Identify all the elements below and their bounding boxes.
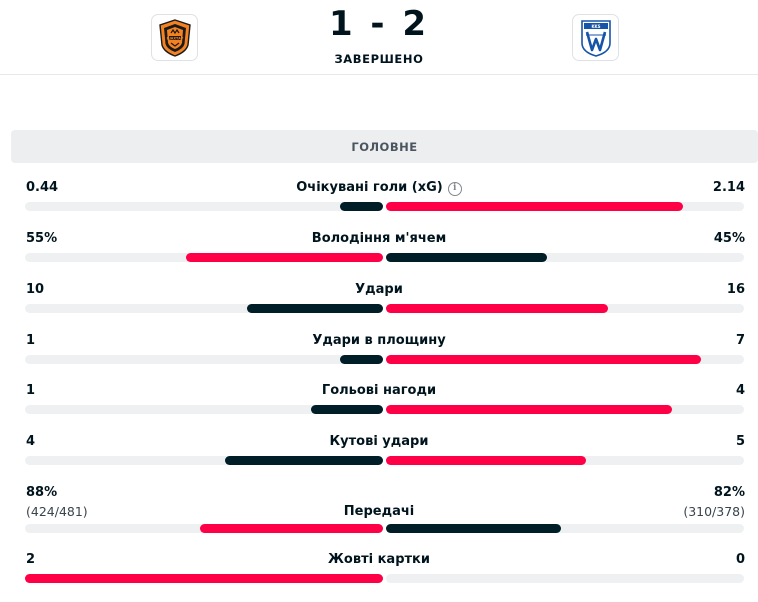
- stat-category-text: Очікувані голи (xG): [296, 180, 443, 195]
- stat-category-label: Володіння м'ячем: [0, 231, 758, 246]
- away-stat-value: 82%: [713, 485, 745, 500]
- stat-category-label: Удари: [0, 282, 758, 297]
- home-stat-value: 2: [26, 552, 36, 567]
- home-stat-value: 4: [26, 434, 36, 449]
- match-score: 1 - 2: [328, 4, 430, 44]
- stat-category-text: Удари в площину: [312, 333, 446, 348]
- stat-category-text: Жовті картки: [328, 552, 430, 567]
- away-stat-bar: [386, 405, 672, 414]
- stat-category-text: Кутові удари: [329, 434, 429, 449]
- home-stat-bar: [340, 355, 383, 364]
- svg-text:KKS: KKS: [591, 23, 600, 28]
- stat-category-label: Кутові удари: [0, 434, 758, 449]
- home-stat-bar: [340, 202, 383, 211]
- away-stat-bar-track: [386, 574, 744, 583]
- away-stat-value: 16: [726, 282, 745, 297]
- home-team-logo[interactable]: ШАХТАР: [151, 14, 198, 61]
- lech-poznan-crest-icon: KKS: [580, 19, 611, 57]
- match-status: ЗАВЕРШЕНО: [334, 52, 424, 66]
- home-stat-value: 1: [26, 333, 36, 348]
- home-stat-bar-track: [25, 253, 383, 262]
- away-stat-bar: [386, 202, 683, 211]
- stat-category-label: Удари в площину: [0, 333, 758, 348]
- home-stat-bar: [311, 405, 383, 414]
- home-stat-value: 10: [26, 282, 45, 297]
- stat-category-text: Удари: [355, 282, 403, 297]
- away-stat-value: 5: [735, 434, 745, 449]
- section-title: ГОЛОВНЕ: [351, 139, 418, 154]
- stat-category-label: Очікувані голи (xG) i: [0, 180, 758, 196]
- stat-category-text: Гольові нагоди: [321, 383, 437, 398]
- stat-row: 1 7 Удари в площину: [0, 333, 758, 383]
- home-stat-detail: (424/481): [26, 504, 88, 519]
- home-stat-bar: [247, 304, 383, 313]
- stat-row: 2 0 Жовті картки: [0, 552, 758, 602]
- home-stat-bar-track: [25, 405, 383, 414]
- away-stat-bar-track: [386, 405, 744, 414]
- stat-category-label: Жовті картки: [0, 552, 758, 567]
- away-stat-bar: [386, 304, 608, 313]
- away-stat-value: 2.14: [712, 180, 745, 195]
- home-stat-value: 1: [26, 383, 36, 398]
- away-team-logo[interactable]: KKS: [572, 14, 619, 61]
- away-stat-value: 4: [735, 383, 745, 398]
- home-stat-bar-track: [25, 574, 383, 583]
- home-stat-bar-track: [25, 456, 383, 465]
- shakhtar-crest-icon: ШАХТАР: [158, 18, 191, 57]
- away-stat-bar: [386, 524, 561, 533]
- match-header: ШАХТАР 1 - 2 ЗАВЕРШЕНО KKS: [0, 0, 758, 75]
- info-icon[interactable]: i: [447, 182, 462, 196]
- stat-row: 1 4 Гольові нагоди: [0, 383, 758, 433]
- stat-row: 0.44 2.14 Очікувані голи (xG) i: [0, 180, 758, 230]
- away-stat-value: 0: [735, 552, 745, 567]
- stat-row: 88% 82% (424/481) (310/378) Передачі: [0, 485, 758, 535]
- home-stat-value: 88%: [26, 485, 58, 500]
- stat-category-text: Передачі: [343, 504, 415, 519]
- away-stat-bar-track: [386, 524, 744, 533]
- section-tab-main[interactable]: ГОЛОВНЕ: [11, 130, 758, 163]
- away-stat-bar-track: [386, 304, 744, 313]
- away-stat-bar-track: [386, 202, 744, 211]
- stat-category-label: Гольові нагоди: [0, 383, 758, 398]
- away-stat-bar: [386, 355, 701, 364]
- home-stat-bar-track: [25, 524, 383, 533]
- home-stat-bar-track: [25, 355, 383, 364]
- home-stat-bar: [225, 456, 383, 465]
- home-stat-bar-track: [25, 202, 383, 211]
- away-stat-value: 45%: [713, 231, 745, 246]
- stat-category-label: Передачі: [0, 504, 758, 519]
- away-stat-bar-track: [386, 253, 744, 262]
- home-stat-value: 0.44: [26, 180, 59, 195]
- svg-text:ШАХТАР: ШАХТАР: [166, 36, 183, 40]
- home-stat-bar: [200, 524, 383, 533]
- away-stat-value: 7: [735, 333, 745, 348]
- home-stat-bar: [186, 253, 383, 262]
- home-stat-bar: [25, 574, 383, 583]
- home-stat-bar-track: [25, 304, 383, 313]
- away-stat-bar: [386, 253, 547, 262]
- stat-row: 4 5 Кутові удари: [0, 434, 758, 484]
- stat-row: 10 16 Удари: [0, 282, 758, 332]
- away-stat-bar: [386, 456, 586, 465]
- away-stat-bar-track: [386, 355, 744, 364]
- home-stat-value: 55%: [26, 231, 58, 246]
- stat-row: 55% 45% Володіння м'ячем: [0, 231, 758, 281]
- stat-category-text: Володіння м'ячем: [311, 231, 447, 246]
- away-stat-bar-track: [386, 456, 744, 465]
- away-stat-detail: (310/378): [683, 504, 745, 519]
